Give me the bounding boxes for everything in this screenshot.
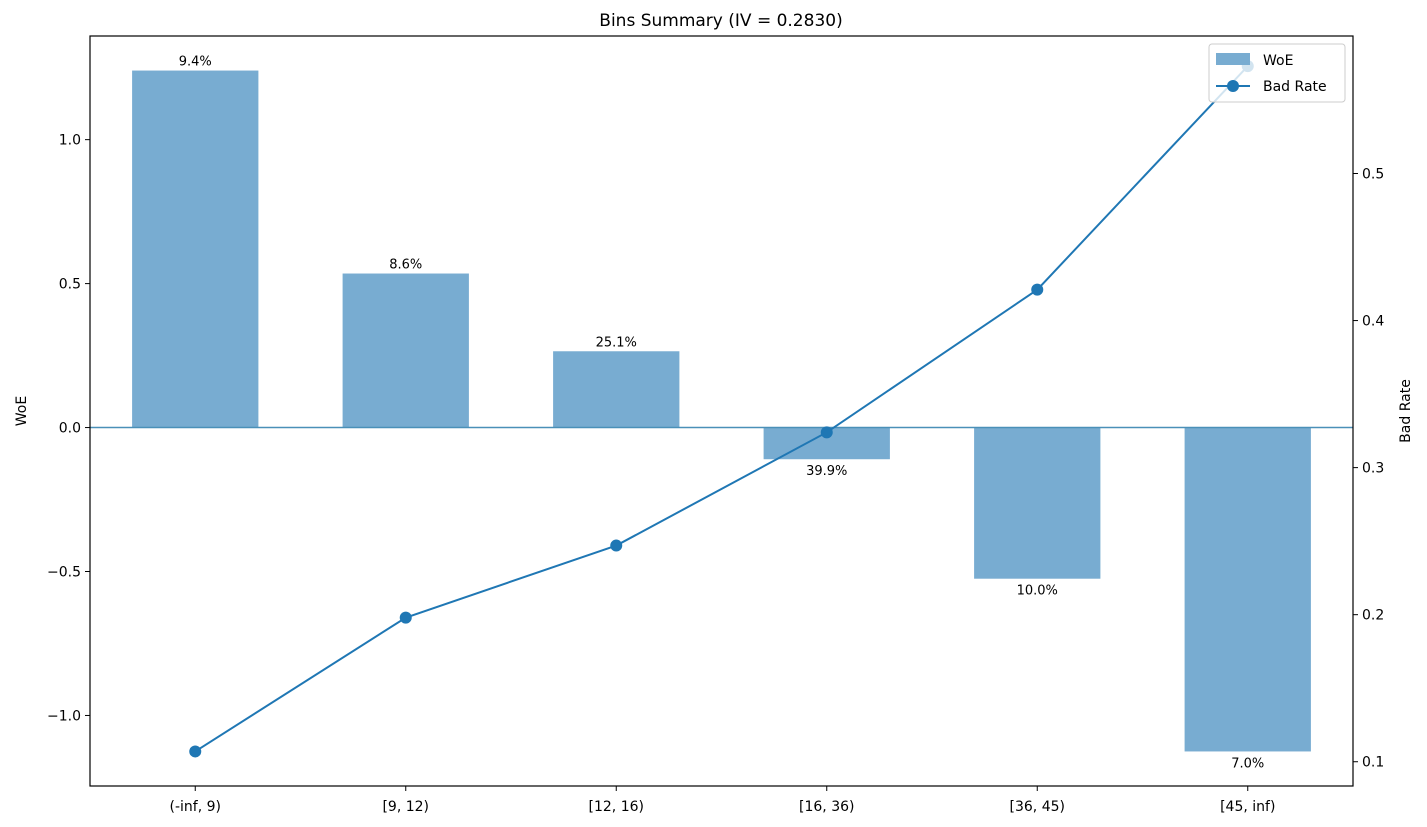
bad-rate-point bbox=[1031, 283, 1044, 296]
legend-bad-rate-label: Bad Rate bbox=[1263, 79, 1327, 95]
y-right-tick-label: 0.4 bbox=[1362, 314, 1384, 330]
woe-bar bbox=[553, 351, 680, 428]
legend-woe-label: WoE bbox=[1263, 53, 1293, 69]
bad-rate-point bbox=[189, 745, 202, 758]
x-tick-label: [45, inf) bbox=[1220, 799, 1275, 815]
woe-bar bbox=[132, 70, 259, 428]
x-tick-label: [9, 12) bbox=[382, 799, 429, 815]
bad-rate-point bbox=[820, 426, 833, 439]
bad-rate-point bbox=[610, 539, 623, 552]
y-left-tick-label: −1.0 bbox=[47, 708, 81, 724]
bar-data-label: 39.9% bbox=[806, 464, 847, 479]
y-left-tick-label: 0.0 bbox=[59, 421, 81, 437]
x-tick-label: [36, 45) bbox=[1010, 799, 1065, 815]
y-axis-right-label: Bad Rate bbox=[1398, 379, 1414, 443]
y-right-tick-label: 0.1 bbox=[1362, 755, 1384, 771]
bar-data-label: 10.0% bbox=[1017, 584, 1058, 599]
y-left-tick-label: 1.0 bbox=[59, 133, 81, 149]
woe-bar bbox=[1184, 427, 1311, 752]
y-right-tick-label: 0.2 bbox=[1362, 608, 1384, 624]
chart-title: Bins Summary (IV = 0.2830) bbox=[599, 11, 842, 31]
legend-woe-swatch bbox=[1216, 53, 1250, 65]
x-tick-label: [12, 16) bbox=[589, 799, 644, 815]
y-left-tick-label: 0.5 bbox=[59, 277, 81, 293]
x-axis: (-inf, 9) [9, 12) [12, 16) [16, 36) [36, 45)… bbox=[170, 786, 1275, 815]
woe-bar bbox=[342, 273, 469, 428]
x-tick-label: (-inf, 9) bbox=[170, 799, 221, 815]
legend-bad-rate-marker bbox=[1227, 80, 1239, 92]
bar-data-label: 9.4% bbox=[179, 55, 212, 70]
woe-bar bbox=[974, 427, 1101, 579]
bar-data-label: 25.1% bbox=[596, 335, 637, 350]
bar-labels-layer: 9.4% 8.6% 25.1% 39.9% 10.0% 7.0% bbox=[179, 55, 1265, 772]
y-right-tick-label: 0.3 bbox=[1362, 461, 1384, 477]
y-axis-left-label: WoE bbox=[14, 396, 30, 426]
bad-rate-point bbox=[399, 611, 412, 624]
legend: WoE Bad Rate bbox=[1208, 43, 1346, 103]
plot-frame bbox=[89, 35, 1354, 787]
x-tick-label: [16, 36) bbox=[799, 799, 854, 815]
bars-layer bbox=[132, 70, 1311, 752]
y-axis-left: 1.0 0.5 0.0 −0.5 −1.0 bbox=[47, 133, 90, 724]
bar-data-label: 8.6% bbox=[389, 258, 422, 273]
y-left-tick-label: −0.5 bbox=[47, 565, 81, 581]
y-axis-right: 0.5 0.4 0.3 0.2 0.1 bbox=[1353, 167, 1384, 771]
y-right-tick-label: 0.5 bbox=[1362, 167, 1384, 183]
bar-data-label: 7.0% bbox=[1231, 756, 1264, 771]
bad-rate-line bbox=[194, 65, 1249, 753]
